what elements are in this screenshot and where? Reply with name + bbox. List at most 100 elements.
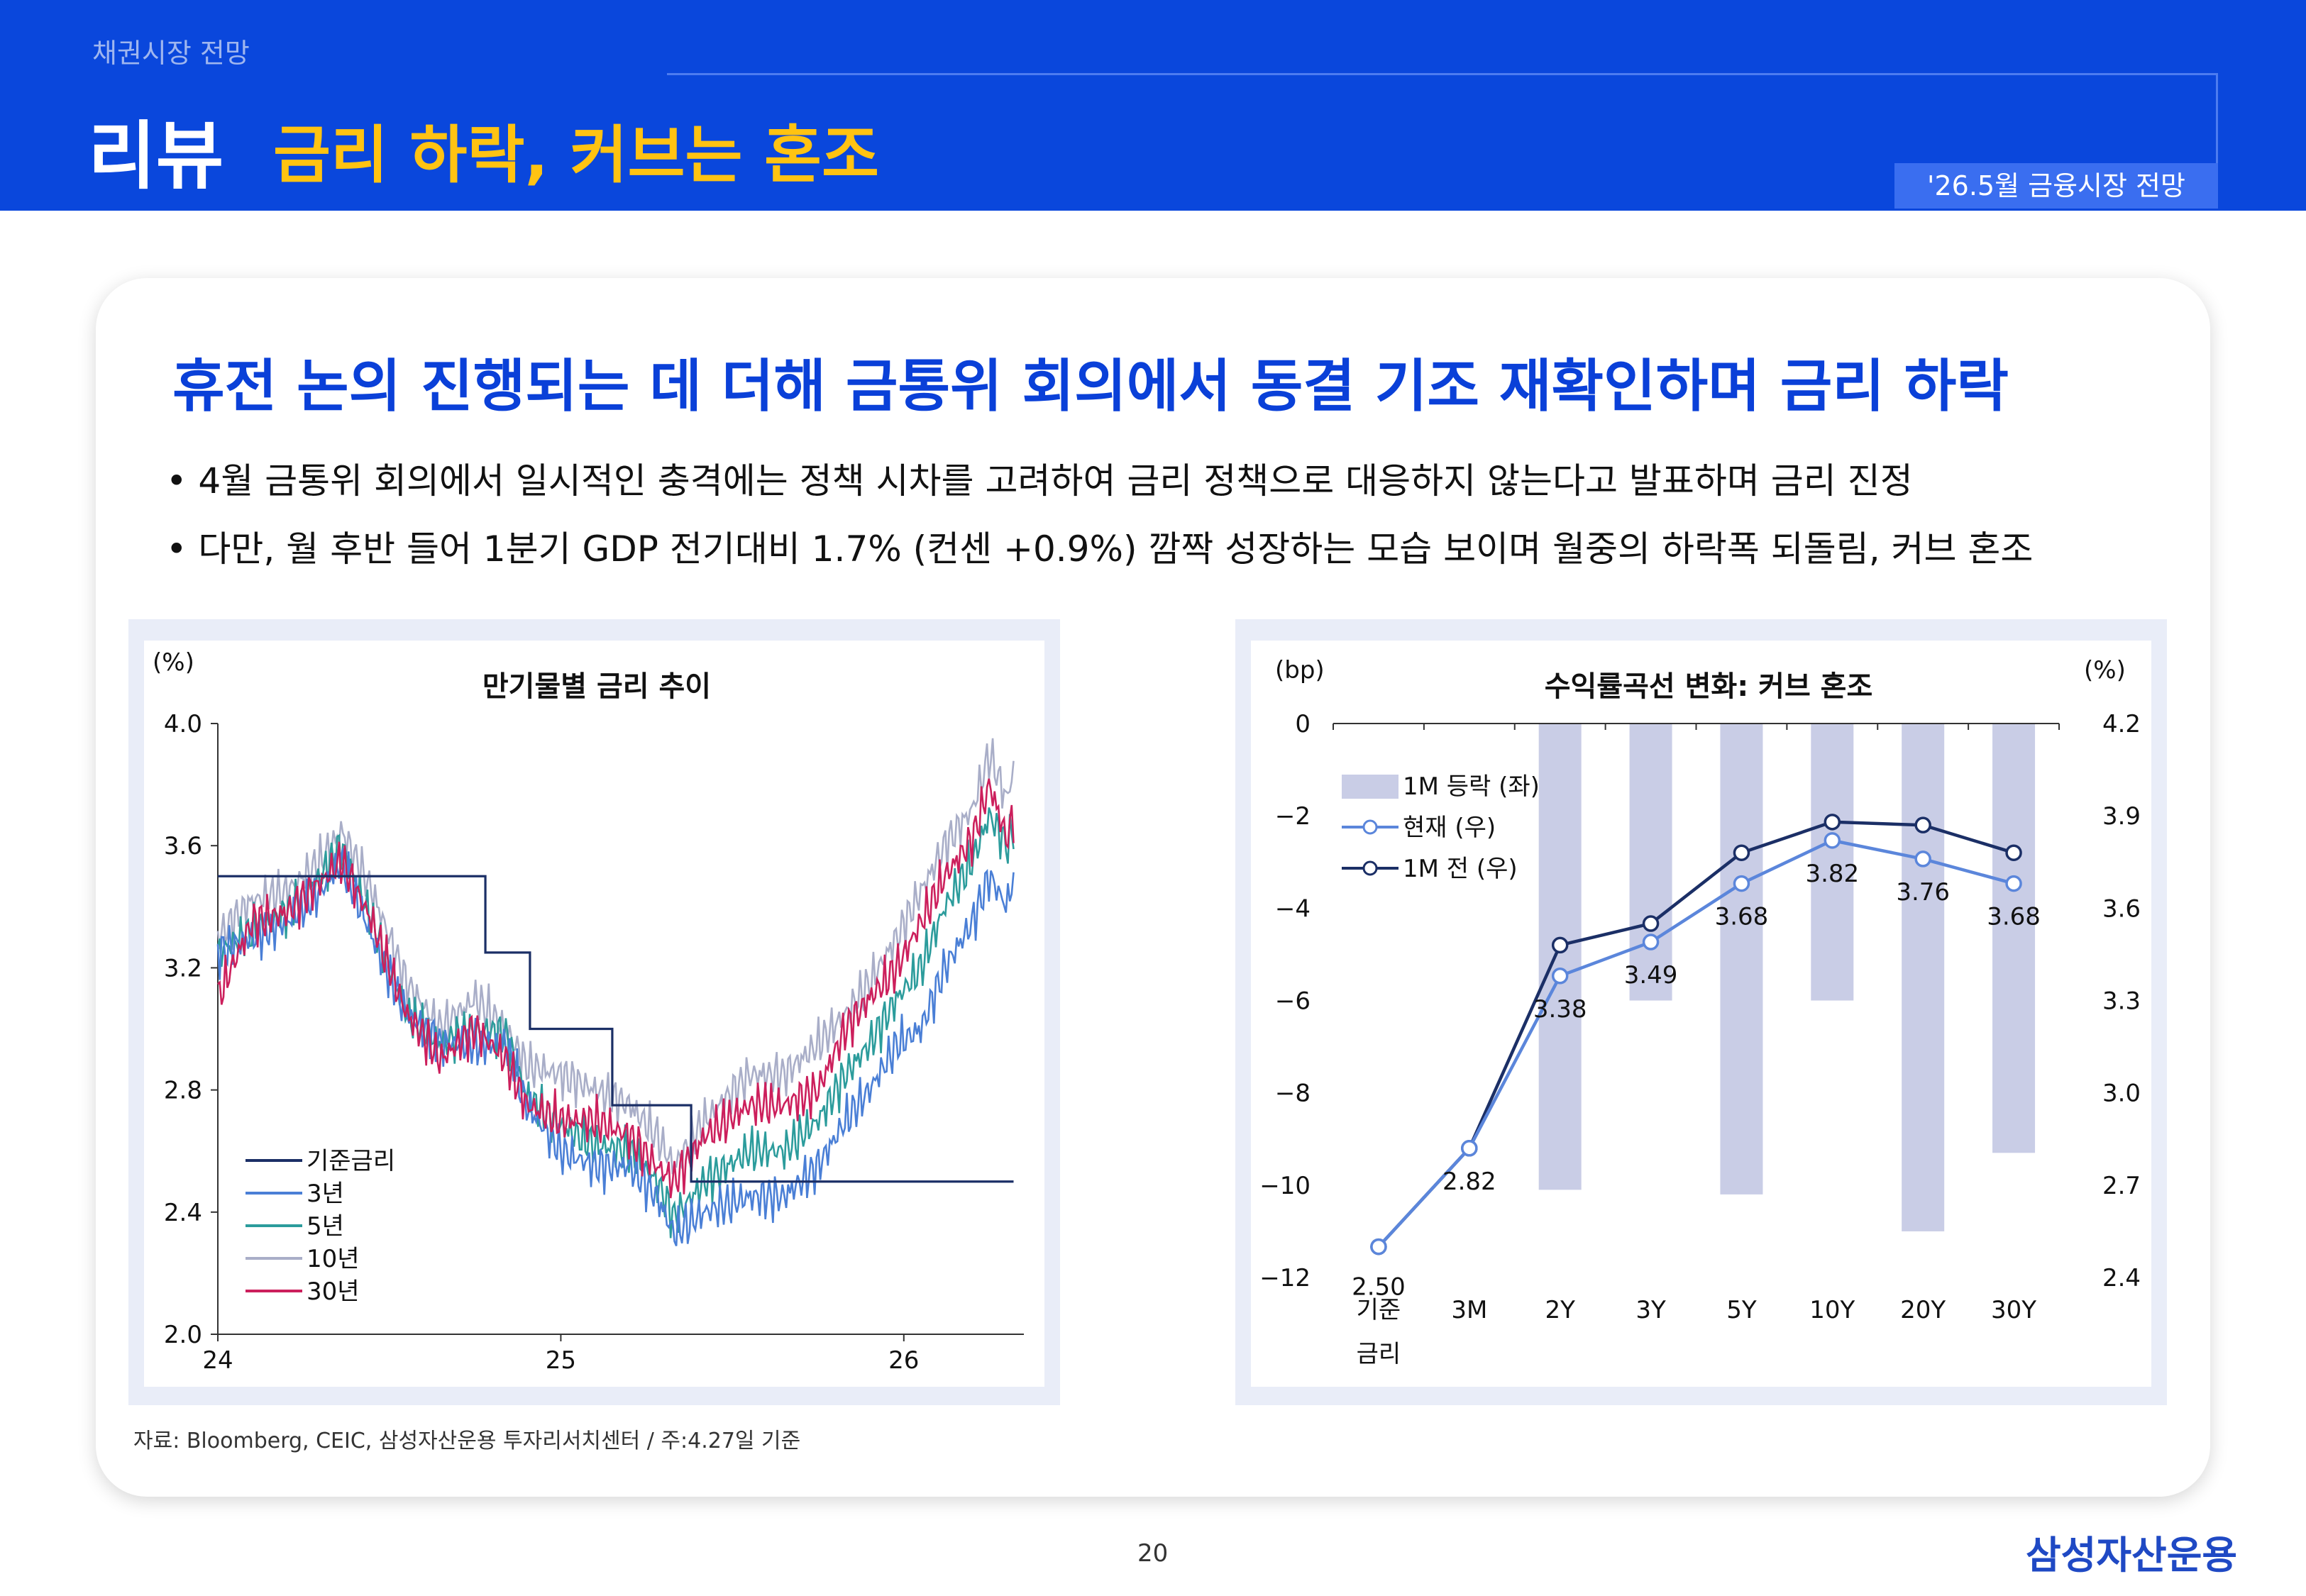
series-marker [1733,844,1750,861]
data-label: 3.68 [1987,903,2041,931]
legend-label: 기준금리 [307,1147,395,1175]
brand-logo: 삼성자산운용 [2026,1533,2238,1578]
data-label: 3.49 [1624,961,1678,990]
left-y-tick-label: −10 [1259,1172,1311,1200]
x-category-label: 금리 [1357,1340,1401,1368]
series-marker [1824,832,1841,849]
left-y-tick-label: −6 [1275,987,1311,1016]
data-label: 2.50 [1352,1273,1406,1302]
header-divider-vertical [2216,73,2218,165]
x-category-label: 20Y [1900,1296,1946,1324]
yield-curve-chart: 수익률곡선 변화: 커브 혼조 (bp) (%) 0 −2 −4 −6 −8 −10 −12 4.2… [1251,641,2151,1387]
series-marker [1642,933,1660,951]
x-category-label: 3M [1451,1296,1487,1324]
left-y-tick-label: −12 [1259,1264,1311,1292]
x-tick-label: 24 [202,1346,233,1375]
page-subtitle: 금리 하락, 커브는 혼조 [273,118,879,192]
y-tick-label: 2.8 [164,1077,202,1105]
legend-label: 30년 [307,1278,360,1306]
x-category-label: 2Y [1545,1296,1575,1324]
series-line-3년 [216,848,1015,1246]
y-tick-label: 4.0 [164,710,202,738]
y-tick-label: 3.6 [164,832,202,860]
legend-label: 현재 (우) [1403,814,1496,842]
series-marker [1733,875,1750,892]
legend-label: 1M 전 (우) [1403,855,1518,883]
series-line-30년 [217,778,1015,1199]
bullet-item: • 4월 금통위 회의에서 일시적인 충격에는 정책 시차를 고려하여 금리 정… [166,460,1913,501]
series-line-1M 전 (우) [1377,820,2014,1248]
bar-2Y [1538,724,1582,1190]
x-category-label: 10Y [1809,1296,1855,1324]
right-y-tick-label: 3.3 [2102,987,2141,1016]
legend-label: 1M 등락 (좌) [1403,772,1540,801]
headline: 휴전 논의 진행되는 데 더해 금통위 회의에서 동결 기조 재확인하며 금리 … [172,353,2009,419]
series-line-현재 (우) [1377,838,2014,1248]
data-label: 3.68 [1715,903,1769,931]
right-y-tick-label: 3.9 [2102,802,2141,831]
y-tick-label: 2.0 [164,1321,202,1349]
right-y-tick-label: 4.2 [2102,710,2141,738]
series-marker [1642,915,1660,932]
left-y-tick-label: −4 [1275,894,1311,923]
series-marker [1914,816,1931,833]
bar-20Y [1902,724,1945,1231]
legend-label: 10년 [307,1245,360,1273]
right-y-tick-label: 2.4 [2102,1264,2141,1292]
x-category-label: 5Y [1726,1296,1757,1324]
header-divider [667,73,2218,75]
series-marker [1370,1238,1387,1256]
series-marker [1824,814,1841,831]
data-label: 3.76 [1896,878,1950,907]
right-axis-unit: (%) [2084,656,2126,685]
x-category-label: 기준 [1357,1296,1401,1324]
series-line-기준금리 [218,875,1014,1183]
series-marker [2005,844,2022,861]
right-y-tick-label: 3.0 [2102,1080,2141,1108]
header-bar: 채권시장 전망 리뷰 금리 하락, 커브는 혼조 '26.5월 금융시장 전망 [0,0,2306,211]
section-label: 채권시장 전망 [92,38,250,69]
bar-10Y [1811,724,1854,1001]
left-y-tick-label: −2 [1275,802,1311,831]
right-y-tick-label: 3.6 [2102,894,2141,923]
x-category-label: 30Y [1991,1296,2036,1324]
data-label: 2.82 [1442,1168,1496,1196]
series-marker [2005,875,2022,892]
series-line-10년 [216,738,1015,1175]
legend-label: 3년 [307,1180,344,1208]
legend-swatch [1342,775,1399,799]
bar-3Y [1629,724,1672,1001]
page-title: 리뷰 [88,113,224,199]
source-note: 자료: Bloomberg, CEIC, 삼성자산운용 투자리서치센터 / 주:… [133,1429,801,1453]
yield-curve-chart-panel: 수익률곡선 변화: 커브 혼조 (bp) (%) 0 −2 −4 −6 −8 −10 −12 4.2… [1235,619,2167,1405]
bar-30Y [1992,724,2036,1153]
series-marker [1914,850,1931,868]
report-badge: '26.5월 금융시장 전망 [1894,163,2218,209]
left-y-tick-label: −8 [1275,1080,1311,1108]
chart-title: 수익률곡선 변화: 커브 혼조 [1545,670,1873,703]
page-number: 20 [1137,1539,1169,1568]
data-label: 3.38 [1533,995,1587,1024]
y-tick-label: 2.4 [164,1199,202,1227]
left-y-tick-label: 0 [1295,710,1311,738]
legend-marker [1362,860,1378,876]
y-axis-unit: (%) [153,648,194,677]
x-tick-label: 25 [546,1346,576,1375]
rate-trend-chart-panel: 만기물별 금리 추이 (%) 4.0 3.6 3.2 2.8 2.4 2.0 24 25 26 기준금… [128,619,1060,1405]
x-category-label: 3Y [1635,1296,1666,1324]
bullet-item: • 다만, 월 후반 들어 1분기 GDP 전기대비 1.7% (컨센 +0.9… [166,528,2034,570]
series-marker [1551,936,1569,954]
legend-marker [1362,819,1378,835]
series-marker [1551,968,1569,985]
y-tick-label: 3.2 [164,954,202,982]
right-y-tick-label: 2.7 [2102,1172,2141,1200]
data-label: 3.82 [1805,860,1859,888]
left-axis-unit: (bp) [1275,656,1325,685]
series-marker [1461,1140,1478,1157]
legend-label: 5년 [307,1212,344,1241]
chart-title: 만기물별 금리 추이 [482,670,711,703]
bar-5Y [1720,724,1763,1195]
plot-background [144,641,1044,1387]
rate-trend-chart: 만기물별 금리 추이 (%) 4.0 3.6 3.2 2.8 2.4 2.024 25 26 기준금… [144,641,1044,1387]
x-tick-label: 26 [888,1346,919,1375]
